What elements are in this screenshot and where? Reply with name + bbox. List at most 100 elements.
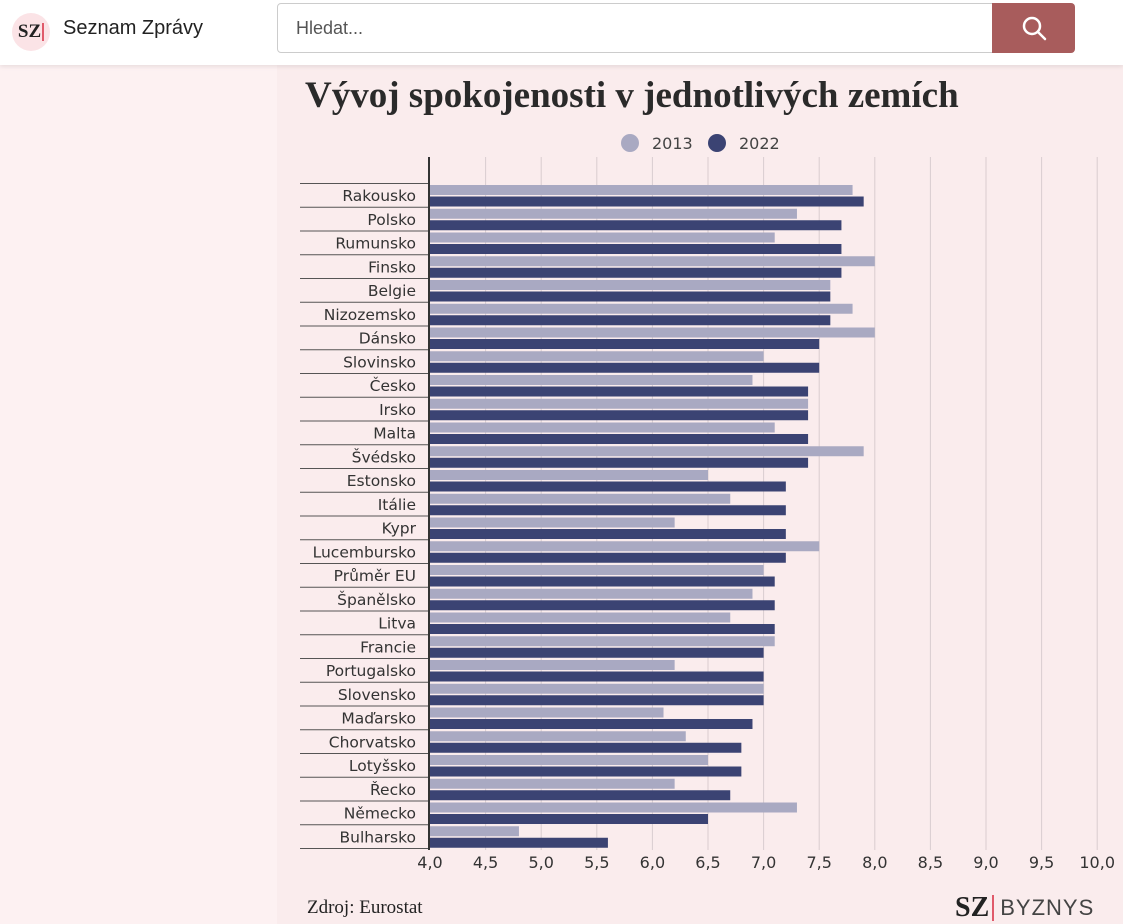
legend-label-2013: 2013 bbox=[652, 134, 693, 153]
x-tick-label: 8,5 bbox=[918, 853, 943, 872]
bar-2013 bbox=[430, 636, 775, 647]
bar-2022 bbox=[430, 576, 775, 587]
category-label: Česko bbox=[370, 376, 416, 395]
bar-2013 bbox=[430, 826, 519, 837]
magnifier-icon bbox=[1022, 16, 1046, 41]
category-label: Itálie bbox=[378, 496, 416, 514]
logo-text: SZ bbox=[17, 21, 42, 42]
x-tick-label: 5,5 bbox=[584, 853, 609, 872]
bar-2013 bbox=[430, 731, 686, 742]
chart-title: Vývoj spokojenosti v jednotlivých zemích bbox=[305, 75, 959, 116]
x-tick-label: 5,0 bbox=[528, 853, 553, 872]
category-label: Finsko bbox=[368, 258, 416, 276]
bar-2022 bbox=[430, 695, 764, 706]
bar-2022 bbox=[430, 624, 775, 634]
category-label: Švédsko bbox=[352, 447, 416, 466]
bar-2013 bbox=[430, 707, 664, 718]
x-tick-label: 4,5 bbox=[473, 853, 498, 872]
bar-2013 bbox=[430, 422, 775, 433]
search-input[interactable] bbox=[277, 3, 993, 53]
category-label: Průměr EU bbox=[334, 567, 416, 585]
category-label: Belgie bbox=[368, 282, 416, 300]
bar-2022 bbox=[430, 291, 831, 302]
x-tick-label: 10,0 bbox=[1079, 853, 1115, 872]
category-label: Maďarsko bbox=[341, 710, 416, 728]
x-tick-label: 7,5 bbox=[806, 853, 831, 872]
bar-2013 bbox=[430, 778, 675, 789]
seznam-zpravy-logo[interactable]: SZ bbox=[12, 13, 50, 51]
x-tick-label: 9,0 bbox=[973, 853, 998, 872]
bar-2022 bbox=[430, 196, 864, 207]
x-tick-label: 9,5 bbox=[1029, 853, 1054, 872]
category-label: Bulharsko bbox=[340, 828, 416, 846]
legend-marker-2022 bbox=[708, 134, 726, 152]
bar-2022 bbox=[430, 386, 809, 397]
category-label: Kypr bbox=[382, 520, 417, 538]
logo-sz: SZ bbox=[955, 892, 990, 923]
sz-byznys-logo: SZ BYZNYS bbox=[955, 892, 1094, 924]
source-note: Zdroj: Eurostat bbox=[307, 897, 423, 918]
bar-2013 bbox=[430, 256, 875, 267]
category-label: Francie bbox=[360, 638, 416, 656]
search-button[interactable] bbox=[992, 3, 1075, 53]
bar-2022 bbox=[430, 220, 842, 231]
category-label: Rakousko bbox=[342, 187, 416, 205]
category-label: Španělsko bbox=[337, 590, 416, 609]
category-label: Portugalsko bbox=[326, 662, 416, 680]
bar-2022 bbox=[430, 362, 820, 373]
bar-2022 bbox=[430, 647, 764, 658]
bar-2013 bbox=[430, 185, 853, 195]
x-tick-label: 7,0 bbox=[751, 853, 776, 872]
legend-label-2022: 2022 bbox=[739, 134, 780, 153]
bar-2013 bbox=[430, 683, 764, 694]
bar-2022 bbox=[430, 457, 809, 468]
bar-2022 bbox=[430, 790, 731, 801]
category-label: Estonsko bbox=[347, 472, 416, 490]
bar-2022 bbox=[430, 505, 786, 516]
bar-2013 bbox=[430, 303, 853, 314]
bar-2013 bbox=[430, 232, 775, 243]
category-label: Dánsko bbox=[359, 330, 416, 348]
bar-2013 bbox=[430, 208, 797, 219]
bar-2022 bbox=[430, 315, 831, 326]
bar-2022 bbox=[430, 600, 775, 611]
bar-2022 bbox=[430, 244, 842, 254]
bar-2022 bbox=[430, 339, 820, 349]
bar-2013 bbox=[430, 755, 708, 765]
bar-2013 bbox=[430, 541, 820, 552]
bar-2013 bbox=[430, 660, 675, 670]
x-tick-label: 6,5 bbox=[695, 853, 720, 872]
category-label: Řecko bbox=[370, 780, 416, 799]
bar-2013 bbox=[430, 802, 797, 813]
bar-2022 bbox=[430, 814, 708, 824]
bar-2013 bbox=[430, 375, 753, 385]
bar-2013 bbox=[430, 280, 831, 290]
brand-name[interactable]: Seznam Zprávy bbox=[63, 17, 204, 39]
category-label: Lotyšsko bbox=[349, 757, 416, 775]
bar-2013 bbox=[430, 327, 875, 338]
bar-2013 bbox=[430, 470, 708, 480]
legend-marker-2013 bbox=[621, 134, 639, 152]
category-label: Chorvatsko bbox=[329, 733, 416, 751]
x-tick-label: 6,0 bbox=[640, 853, 665, 872]
x-tick-label: 8,0 bbox=[862, 853, 887, 872]
logo-byznys: BYZNYS bbox=[1000, 895, 1095, 920]
bar-2013 bbox=[430, 398, 809, 409]
bar-2022 bbox=[430, 267, 842, 278]
bar-2022 bbox=[430, 766, 742, 777]
x-tick-label: 4,0 bbox=[417, 853, 442, 872]
bar-2013 bbox=[430, 612, 731, 623]
category-label: Irsko bbox=[379, 401, 416, 419]
bar-2022 bbox=[430, 529, 786, 539]
category-label: Nizozemsko bbox=[324, 306, 416, 324]
bar-2022 bbox=[430, 671, 764, 682]
bar-2013 bbox=[430, 446, 864, 457]
category-label: Rumunsko bbox=[335, 235, 416, 253]
bar-2022 bbox=[430, 410, 809, 421]
category-label: Litva bbox=[378, 615, 416, 633]
category-label: Malta bbox=[373, 425, 416, 443]
category-label: Lucembursko bbox=[313, 543, 416, 561]
bar-2022 bbox=[430, 434, 809, 444]
category-label: Německo bbox=[344, 805, 416, 823]
